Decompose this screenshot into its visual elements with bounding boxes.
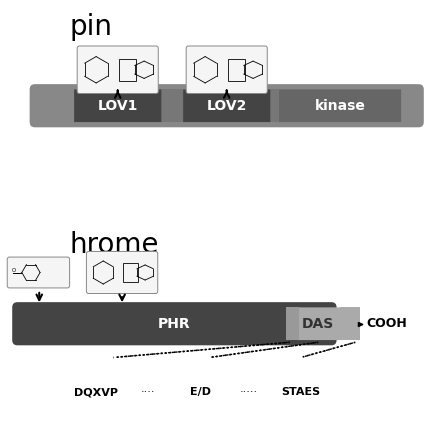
FancyBboxPatch shape xyxy=(183,89,270,122)
FancyBboxPatch shape xyxy=(186,46,267,94)
FancyBboxPatch shape xyxy=(12,302,337,345)
Text: COOH: COOH xyxy=(366,317,407,330)
Text: LOV1: LOV1 xyxy=(98,99,138,113)
FancyBboxPatch shape xyxy=(7,257,70,288)
Text: LOV2: LOV2 xyxy=(207,99,247,113)
Text: PHR: PHR xyxy=(158,317,191,331)
Text: ·····: ····· xyxy=(239,388,258,397)
FancyBboxPatch shape xyxy=(296,307,340,340)
Text: ····: ···· xyxy=(141,388,156,397)
FancyBboxPatch shape xyxy=(279,89,401,122)
FancyBboxPatch shape xyxy=(74,89,161,122)
Text: pin: pin xyxy=(70,13,113,41)
Text: DQXVP: DQXVP xyxy=(74,388,118,397)
Bar xyxy=(228,59,245,81)
Text: DAS: DAS xyxy=(302,317,334,331)
FancyBboxPatch shape xyxy=(86,252,158,293)
Text: O: O xyxy=(11,268,16,273)
Bar xyxy=(161,89,183,122)
FancyBboxPatch shape xyxy=(30,84,424,127)
Text: hrome: hrome xyxy=(70,231,159,259)
Bar xyxy=(340,307,360,340)
Text: STAES: STAES xyxy=(281,388,320,397)
Bar xyxy=(123,263,138,282)
Bar xyxy=(270,89,279,122)
Bar xyxy=(119,59,136,81)
Bar xyxy=(286,307,299,340)
Text: kinase: kinase xyxy=(315,99,365,113)
FancyBboxPatch shape xyxy=(77,46,158,94)
Text: E/D: E/D xyxy=(190,388,211,397)
